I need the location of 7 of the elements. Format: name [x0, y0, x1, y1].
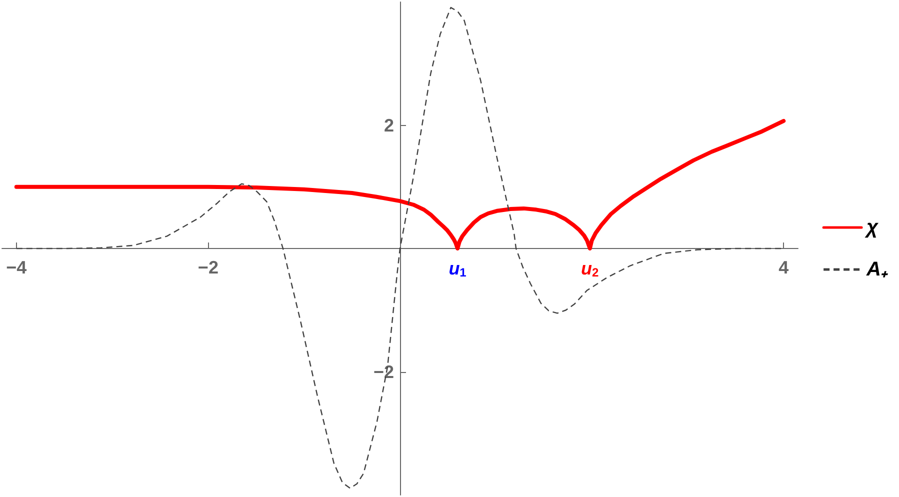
x-tick-label: −4 [6, 258, 27, 278]
x-tick-label: 4 [778, 258, 789, 278]
line-series [14, 118, 786, 250]
legend-label: χ [864, 216, 880, 238]
y-tick-label: 2 [384, 115, 394, 136]
legend-label: A₊ [866, 258, 888, 280]
x-tick-label: −2 [198, 258, 218, 278]
